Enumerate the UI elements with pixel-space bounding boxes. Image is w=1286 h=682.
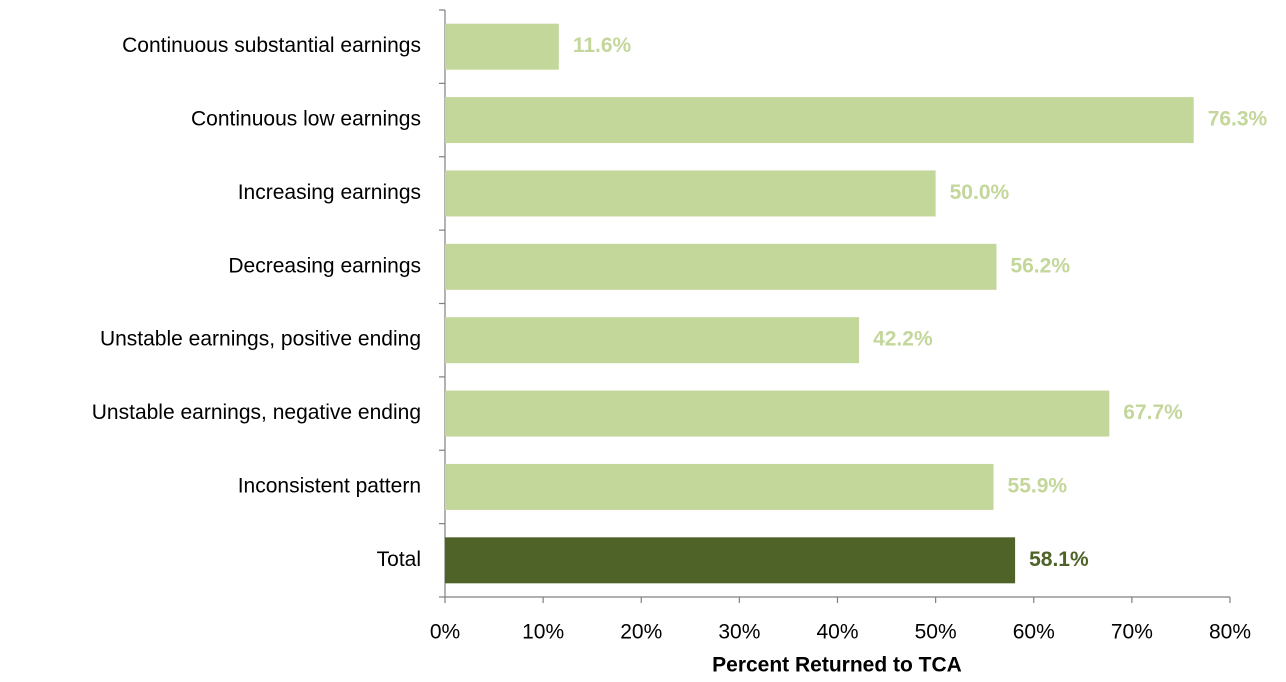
x-tick-label: 50% — [915, 621, 957, 644]
y-tick-label: Continuous substantial earnings — [122, 34, 421, 57]
value-label: 42.2% — [873, 328, 933, 351]
value-label: 76.3% — [1208, 108, 1268, 131]
x-axis-label: Percent Returned to TCA — [712, 654, 962, 677]
value-label: 67.7% — [1123, 401, 1183, 424]
bar — [445, 390, 1110, 437]
x-tick-label: 10% — [522, 621, 564, 644]
y-tick-label: Increasing earnings — [238, 181, 421, 204]
value-label: 55.9% — [1008, 474, 1068, 497]
bar — [445, 23, 559, 70]
bar — [445, 97, 1194, 144]
y-tick-label: Unstable earnings, positive ending — [100, 328, 421, 351]
bar — [445, 317, 860, 364]
x-tick-label: 20% — [620, 621, 662, 644]
y-tick-label: Decreasing earnings — [228, 254, 421, 277]
bar — [445, 463, 994, 510]
bar — [445, 170, 936, 217]
y-tick-label: Inconsistent pattern — [238, 474, 421, 497]
y-tick-label: Total — [377, 548, 421, 571]
value-label: 11.6% — [573, 34, 632, 57]
bar — [445, 243, 997, 290]
x-tick-label: 30% — [718, 621, 760, 644]
x-tick-label: 70% — [1111, 621, 1153, 644]
x-tick-label: 80% — [1209, 621, 1251, 644]
value-label: 56.2% — [1010, 254, 1070, 277]
y-tick-label: Unstable earnings, negative ending — [92, 401, 421, 424]
value-label: 50.0% — [950, 181, 1010, 204]
x-tick-label: 40% — [816, 621, 858, 644]
value-label: 58.1% — [1029, 548, 1089, 571]
x-tick-label: 0% — [430, 621, 460, 644]
x-tick-label: 60% — [1013, 621, 1055, 644]
bar — [445, 537, 1016, 584]
y-tick-label: Continuous low earnings — [191, 108, 421, 131]
